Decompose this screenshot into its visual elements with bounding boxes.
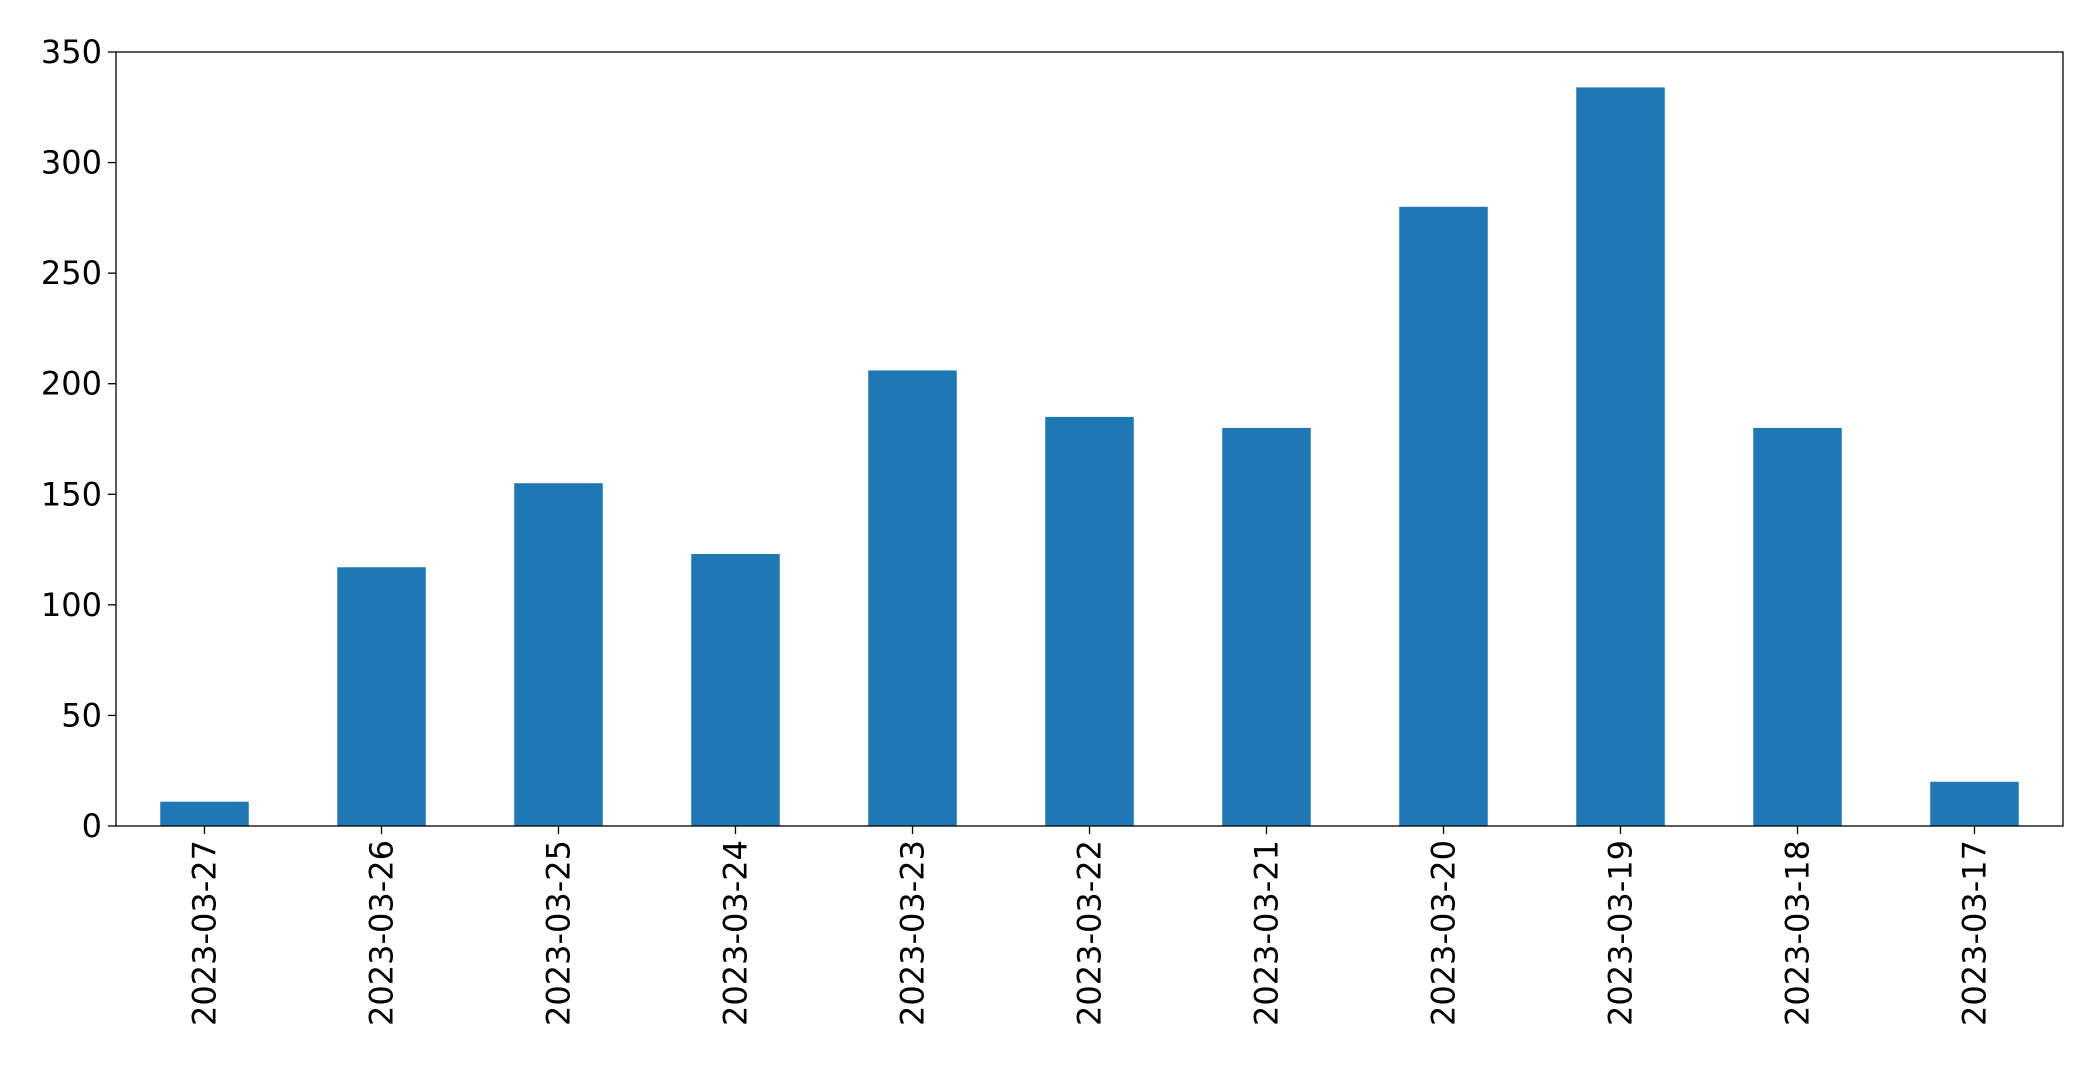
bar-2023-03-21 [1222,427,1311,826]
x-tick-label: 2023-03-21 [1248,840,1286,1026]
bar-2023-03-27 [160,801,249,826]
y-tick-label: 250 [41,254,102,292]
y-tick-label: 200 [41,365,102,403]
y-tick-label: 150 [41,475,102,513]
x-tick-label: 2023-03-18 [1779,840,1817,1026]
x-tick-label: 2023-03-17 [1956,840,1994,1026]
bar-2023-03-17 [1930,781,2019,826]
bar-2023-03-26 [337,567,426,826]
bar-2023-03-18 [1753,427,1842,826]
x-tick-label: 2023-03-19 [1602,840,1640,1026]
bar-2023-03-23 [868,370,957,826]
y-tick-label: 300 [41,144,102,182]
x-tick-label: 2023-03-26 [363,840,401,1026]
y-tick-label: 350 [41,33,102,71]
y-tick-label: 0 [82,807,102,845]
bar-2023-03-22 [1045,416,1134,826]
plot-frame [115,51,2064,827]
bar-2023-03-19 [1576,87,1665,826]
y-tick-label: 50 [61,696,102,734]
y-axis: 0 50 100 150 200 250 300 350 [41,33,116,845]
x-tick-label: 2023-03-24 [717,840,755,1026]
x-tick-label: 2023-03-23 [894,840,932,1026]
bar-2023-03-20 [1399,206,1488,827]
x-tick-label: 2023-03-22 [1071,840,1109,1026]
x-tick-label: 2023-03-25 [540,840,578,1026]
x-axis: 2023-03-27 2023-03-26 2023-03-25 2023-03-24… [186,826,1994,1026]
bars-layer [160,87,2019,827]
y-tick-label: 100 [41,586,102,624]
bar-2023-03-25 [514,483,603,826]
bar-2023-03-24 [691,553,780,826]
x-tick-label: 2023-03-20 [1425,840,1463,1026]
x-tick-label: 2023-03-27 [186,840,224,1026]
